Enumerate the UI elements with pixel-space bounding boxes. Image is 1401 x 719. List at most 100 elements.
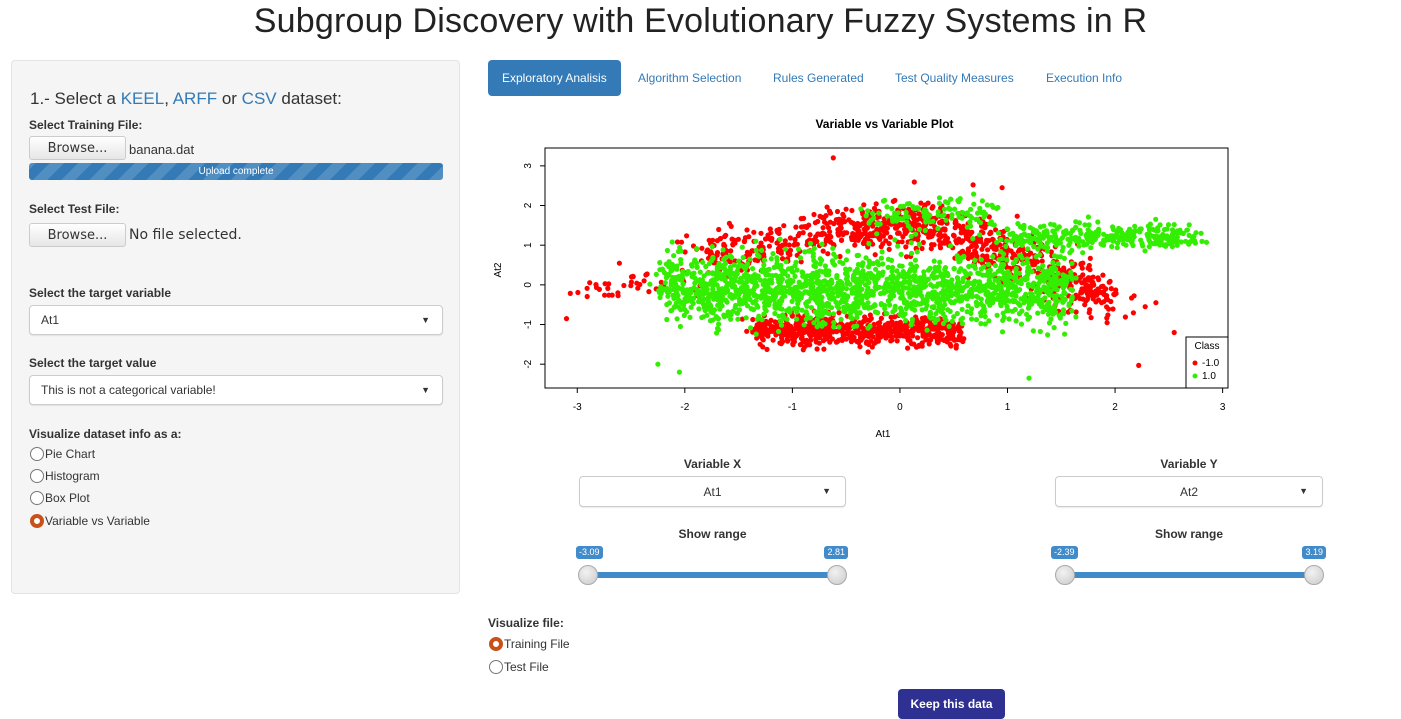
tab-test-quality-measures[interactable]: Test Quality Measures: [895, 71, 1014, 85]
heading-text: 1.- Select a: [30, 89, 121, 108]
point-class-pos1: [1030, 298, 1037, 304]
tab-execution-info[interactable]: Execution Info: [1046, 71, 1123, 85]
target-variable-select[interactable]: At1 ▼: [29, 305, 443, 335]
range-max-handle[interactable]: [827, 565, 847, 585]
point-class-pos1: [896, 271, 902, 277]
point-class-pos1: [817, 290, 823, 296]
point-class-pos1: [1062, 231, 1068, 237]
point-class-pos1: [659, 266, 665, 272]
point-class-pos1: [1050, 260, 1056, 266]
point-class-neg1: [1034, 259, 1040, 265]
point-class-neg1: [941, 337, 947, 343]
radio-variable-vs-variable[interactable]: Variable vs Variable: [30, 514, 150, 528]
point-class-pos1: [872, 309, 878, 315]
point-class-pos1: [759, 267, 765, 273]
point-class-pos1: [898, 251, 904, 257]
point-class-pos1: [697, 299, 703, 305]
point-class-pos1: [1045, 244, 1051, 251]
point-class-pos1: [1000, 290, 1006, 296]
variable-x-range-slider[interactable]: -3.09 2.81: [576, 546, 848, 586]
point-class-pos1: [912, 257, 918, 263]
point-class-neg1: [837, 253, 843, 260]
point-class-pos1: [797, 255, 804, 261]
range-min-handle[interactable]: [578, 565, 598, 585]
range-min-handle[interactable]: [1055, 565, 1075, 585]
tab-algorithm-selection[interactable]: Algorithm Selection: [638, 71, 742, 85]
csv-link[interactable]: CSV: [241, 89, 277, 108]
point-class-pos1: [948, 196, 954, 202]
range-max-handle[interactable]: [1304, 565, 1324, 585]
point-class-pos1: [1086, 239, 1092, 245]
point-class-pos1: [1054, 298, 1061, 304]
point-class-pos1: [977, 205, 983, 211]
point-class-pos1: [1146, 232, 1152, 238]
point-class-neg1: [937, 242, 943, 248]
point-class-pos1: [1017, 252, 1023, 258]
heading-sep: or: [217, 89, 242, 108]
radio-box-plot[interactable]: Box Plot: [30, 491, 90, 505]
point-class-pos1: [964, 293, 970, 300]
keep-data-button[interactable]: Keep this data: [898, 689, 1005, 719]
point-class-pos1: [909, 319, 915, 325]
point-class-neg1: [1095, 297, 1102, 303]
point-class-neg1: [969, 243, 975, 249]
point-class-pos1: [1041, 304, 1047, 310]
point-class-pos1: [964, 309, 970, 315]
point-class-pos1: [1096, 226, 1102, 232]
point-class-pos1: [728, 316, 734, 322]
keel-link[interactable]: KEEL: [120, 89, 165, 108]
point-class-neg1: [857, 344, 863, 350]
point-class-neg1: [918, 200, 924, 206]
point-class-pos1: [678, 260, 684, 266]
tab-rules-generated[interactable]: Rules Generated: [773, 71, 864, 85]
legend: Class -1.0 1.0: [1185, 336, 1229, 389]
point-class-pos1: [1044, 233, 1051, 239]
radio-histogram[interactable]: Histogram: [30, 469, 100, 483]
test-browse-button[interactable]: Browse...: [29, 223, 126, 247]
point-class-pos1: [931, 258, 937, 264]
point-class-pos1: [753, 247, 759, 253]
point-class-pos1: [1177, 230, 1183, 236]
point-class-pos1: [734, 310, 741, 316]
x-tick-label: 1: [1005, 402, 1011, 413]
point-class-pos1: [1161, 227, 1168, 233]
point-class-pos1: [901, 300, 907, 306]
point-class-pos1: [927, 311, 934, 317]
point-class-pos1: [968, 206, 974, 212]
point-class-neg1: [718, 235, 724, 242]
point-class-neg1: [722, 243, 728, 249]
point-class-pos1: [817, 305, 823, 311]
point-class-neg1: [760, 344, 766, 350]
point-class-pos1: [831, 320, 837, 326]
point-class-neg1: [800, 347, 806, 353]
point-class-pos1: [799, 269, 805, 275]
point-class-neg1: [786, 242, 792, 248]
point-class-pos1: [786, 306, 792, 312]
point-class-pos1: [1069, 297, 1075, 304]
variable-x-select[interactable]: At1 ▼: [579, 476, 846, 507]
point-class-neg1: [744, 328, 750, 334]
point-class-pos1: [984, 202, 990, 208]
point-class-pos1: [751, 293, 757, 299]
point-class-pos1: [777, 264, 783, 270]
point-class-pos1: [689, 274, 695, 280]
training-browse-button[interactable]: Browse...: [29, 136, 126, 160]
arff-link[interactable]: ARFF: [172, 89, 218, 108]
tab-exploratory-analisis[interactable]: Exploratory Analisis: [488, 60, 621, 96]
radio-circle: [489, 660, 503, 674]
radio-pie-chart[interactable]: Pie Chart: [30, 447, 95, 461]
training-filename: banana.dat: [129, 142, 195, 157]
point-class-pos1: [967, 271, 973, 277]
point-class-neg1: [892, 314, 898, 320]
point-class-neg1: [834, 338, 841, 345]
point-class-pos1: [856, 283, 862, 289]
variable-y-range-slider[interactable]: -2.39 3.19: [1051, 546, 1326, 586]
point-class-neg1: [1110, 306, 1116, 312]
radio-training-file[interactable]: Training File: [489, 637, 570, 651]
target-value-select[interactable]: This is not a categorical variable! ▼: [29, 375, 443, 405]
point-class-pos1: [687, 314, 693, 320]
heading-text: dataset:: [276, 89, 342, 108]
radio-test-file[interactable]: Test File: [489, 660, 549, 674]
point-class-neg1: [840, 211, 846, 217]
variable-y-select[interactable]: At2 ▼: [1055, 476, 1323, 507]
